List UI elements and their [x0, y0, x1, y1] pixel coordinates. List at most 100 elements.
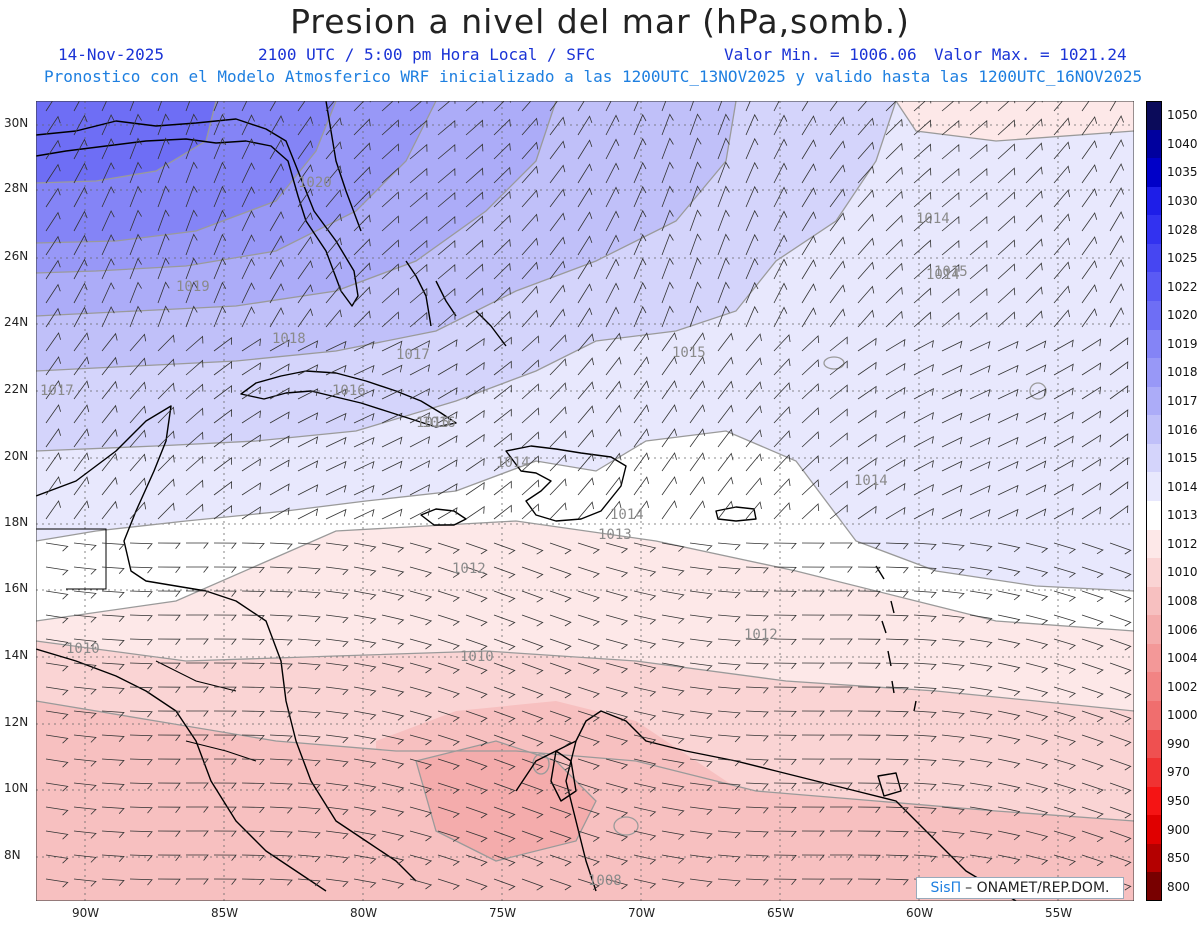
wind-barb [353, 142, 371, 160]
wind-barb [857, 710, 881, 717]
wind-barb [1081, 308, 1098, 328]
wind-barb [745, 662, 769, 670]
wind-barb [186, 542, 209, 549]
wind-barb [73, 590, 97, 599]
wind-barb [521, 285, 539, 304]
wind-barb [801, 854, 825, 861]
wind-barb [1053, 590, 1077, 602]
wind-barb [297, 662, 321, 671]
wind-barb [101, 500, 118, 520]
wind-barb [381, 364, 403, 376]
wind-barb [521, 614, 544, 627]
wind-barb [157, 305, 170, 328]
wind-barb [661, 686, 685, 696]
wind-barb [381, 191, 400, 208]
wind-barb [829, 336, 848, 352]
wind-barb [521, 335, 540, 352]
wind-barb [45, 139, 61, 160]
wind-barb [605, 404, 622, 424]
wind-barb [381, 215, 400, 232]
wind-barb [689, 281, 702, 304]
wind-barb [465, 614, 488, 627]
wind-barb [297, 806, 321, 815]
wind-barb [45, 878, 69, 888]
wind-barb [157, 686, 181, 693]
wind-barb [941, 191, 960, 208]
wind-barb [969, 806, 993, 816]
wind-barb [1081, 686, 1104, 699]
wind-barb [689, 734, 713, 743]
wind-barb [381, 436, 403, 448]
lat-label: 28N [4, 181, 29, 195]
wind-barb [1109, 115, 1124, 136]
wind-barb [549, 358, 567, 376]
wind-barb [605, 356, 622, 376]
colorbar-label: 1013 [1167, 508, 1198, 523]
wind-barb [801, 542, 825, 549]
wind-barb [325, 878, 349, 888]
min-value-label: Valor Min. = 1006.06 [724, 45, 917, 64]
wind-barb [941, 758, 965, 767]
lat-label: 24N [4, 315, 29, 329]
wind-barb [353, 782, 377, 792]
wind-barb [465, 806, 488, 819]
wind-barb [185, 383, 204, 400]
wind-barb [409, 614, 433, 626]
colorbar-label: 1040 [1167, 136, 1198, 151]
wind-barb [885, 878, 909, 886]
wind-barb [549, 188, 566, 208]
wind-barb [241, 282, 255, 304]
wind-barb [913, 614, 937, 622]
wind-barb [885, 830, 909, 838]
wind-barb [325, 285, 342, 304]
wind-barb [186, 614, 209, 621]
wind-barb [409, 638, 433, 650]
wind-barb [661, 590, 685, 600]
wind-barb [969, 566, 993, 576]
wind-barb [913, 830, 937, 838]
wind-barb [857, 481, 877, 496]
wind-barb [830, 590, 853, 597]
wind-barb [969, 686, 993, 696]
wind-barb [745, 101, 751, 112]
wind-barb [157, 878, 181, 885]
wind-barb [801, 830, 825, 837]
wind-barb [1081, 362, 1102, 376]
wind-barb [157, 334, 175, 352]
wind-barb [549, 614, 572, 627]
wind-barb [801, 211, 817, 232]
wind-barb [605, 710, 629, 722]
wind-barb [465, 710, 488, 723]
colorbar-label: 800 [1167, 879, 1190, 894]
wind-barb [1109, 101, 1117, 112]
wind-barb [241, 306, 255, 328]
wind-barb [885, 101, 903, 112]
wind-barb [493, 830, 516, 843]
wind-barb [605, 114, 620, 136]
wind-barb [661, 233, 674, 256]
wind-barb [73, 234, 88, 256]
colorbar-swatch [1146, 501, 1162, 531]
wind-barb [661, 854, 685, 864]
wind-barb [521, 407, 540, 424]
wind-barb [45, 380, 61, 400]
wind-barb [269, 411, 290, 424]
wind-barb [493, 734, 516, 747]
wind-barb [717, 101, 723, 112]
forecast-time: 2100 UTC / 5:00 pm Hora Local / SFC [258, 45, 596, 64]
wind-barb [661, 185, 674, 208]
colorbar-swatch [1146, 643, 1162, 673]
wind-barb [465, 143, 484, 160]
wind-barb [213, 185, 227, 208]
wind-barb [465, 337, 485, 352]
wind-barb [409, 119, 428, 136]
wind-barb [830, 878, 853, 885]
wind-barb [857, 638, 881, 645]
max-value-label: Valor Max. = 1021.24 [934, 45, 1127, 64]
wind-barb [1053, 662, 1077, 674]
wind-barb [1025, 436, 1047, 448]
wind-barb [409, 508, 431, 520]
wind-barb [213, 614, 237, 621]
wind-barb [465, 638, 488, 651]
wind-barb [997, 460, 1019, 472]
